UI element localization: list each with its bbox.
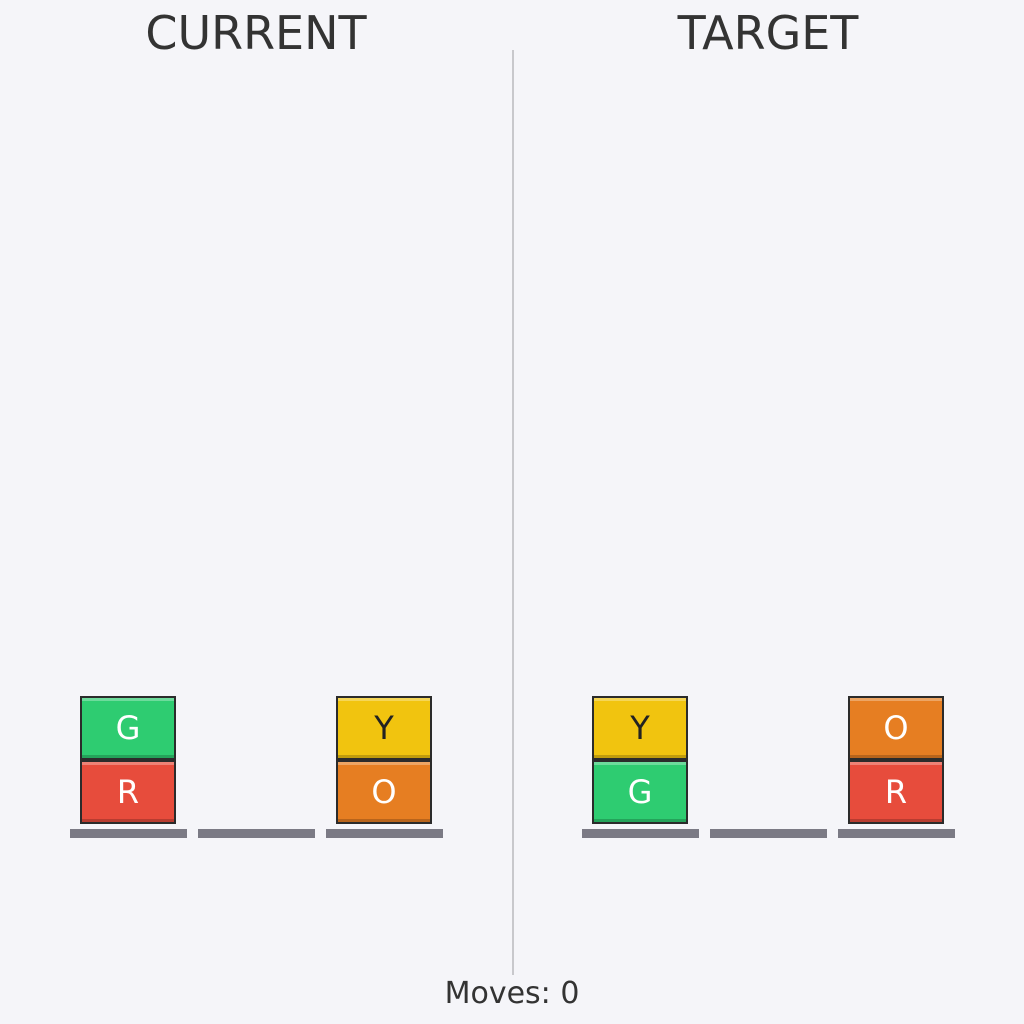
current-peg-base-2[interactable] (326, 829, 443, 838)
divider (512, 50, 514, 975)
current-block-O[interactable]: O (336, 760, 432, 824)
target-peg-base-1 (710, 829, 827, 838)
target-block-G: G (592, 760, 688, 824)
target-peg-base-0 (582, 829, 699, 838)
target-title: TARGET (677, 6, 859, 60)
current-block-G[interactable]: G (80, 696, 176, 760)
target-block-O: O (848, 696, 944, 760)
current-title: CURRENT (145, 6, 367, 60)
current-peg-base-1[interactable] (198, 829, 315, 838)
target-block-R: R (848, 760, 944, 824)
current-block-Y[interactable]: Y (336, 696, 432, 760)
moves-counter: Moves: 0 (444, 976, 580, 1011)
target-peg-base-2 (838, 829, 955, 838)
target-block-Y: Y (592, 696, 688, 760)
current-peg-base-0[interactable] (70, 829, 187, 838)
current-block-R[interactable]: R (80, 760, 176, 824)
